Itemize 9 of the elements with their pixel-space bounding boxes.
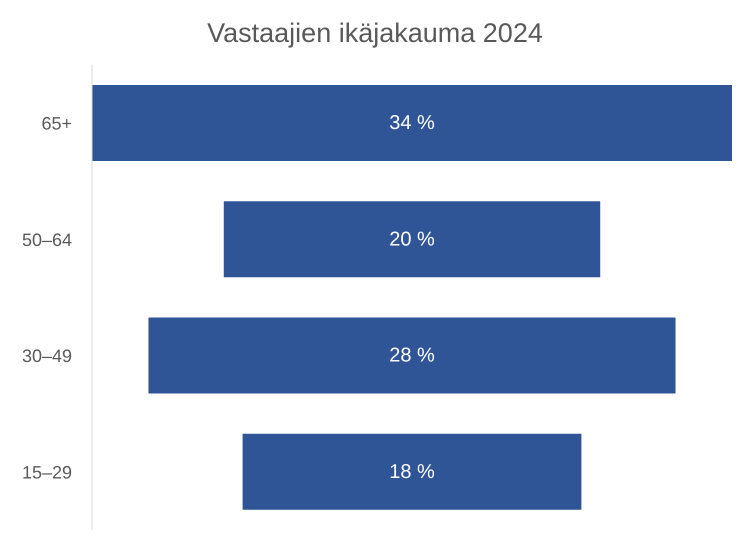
- data-label: 28 %: [389, 344, 436, 366]
- data-label: 18 %: [389, 460, 436, 483]
- data-label: 34 %: [389, 112, 436, 134]
- category-label: 65+: [41, 114, 72, 134]
- text: Vastaajien ikäjakauma 2024: [206, 18, 544, 49]
- category-label: 15–29: [22, 462, 72, 482]
- category-label: 30–49: [22, 346, 72, 366]
- data-label: 20 %: [389, 228, 436, 250]
- category-label: 50–64: [22, 230, 72, 250]
